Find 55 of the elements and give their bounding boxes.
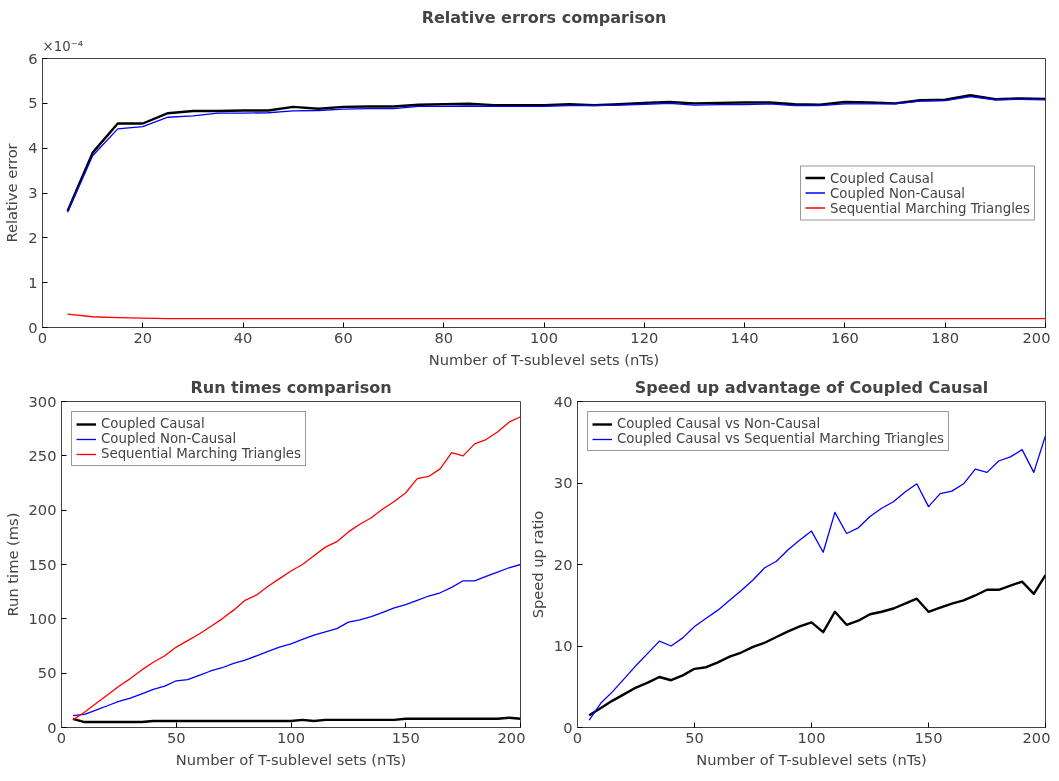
y-tick-label: 3 xyxy=(28,184,38,201)
x-tick-label: 100 xyxy=(530,328,558,346)
x-tick-label: 50 xyxy=(685,728,704,746)
legend-label: Coupled Non-Causal xyxy=(101,431,237,446)
x-tick-label: 60 xyxy=(334,328,353,346)
y-tick-label: 5 xyxy=(28,94,38,112)
chart-title: Speed up advantage of Coupled Causal xyxy=(634,377,989,397)
x-tick-label: 120 xyxy=(630,328,659,346)
line-series xyxy=(72,416,521,721)
y-tick-label: 10 xyxy=(553,637,573,654)
legend-label: Coupled Causal xyxy=(829,170,934,185)
y-axis-title: Run time (ms) xyxy=(3,512,21,617)
y-tick-label: 40 xyxy=(553,392,573,410)
legend-label: Sequential Marching Triangles xyxy=(829,200,1030,215)
x-tick-label: 200 xyxy=(1022,328,1051,346)
x-axis-title: Number of T-sublevel sets (nTs) xyxy=(428,350,660,368)
chart-title: Run times comparison xyxy=(190,377,392,397)
y-tick-label: 6 xyxy=(28,49,38,67)
y-tick-label: 20 xyxy=(553,555,573,573)
y-axis-title: Speed up ratio xyxy=(528,510,546,619)
y-tick-label: 4 xyxy=(28,139,38,157)
x-tick-label: 200 xyxy=(497,728,526,746)
x-tick-label: 40 xyxy=(233,328,253,346)
line-series xyxy=(588,573,1046,717)
y-tick-label: 150 xyxy=(28,555,57,573)
x-tick-label: 50 xyxy=(166,728,186,746)
legend-label: Coupled Causal vs Sequential Marching Triangles xyxy=(617,431,945,446)
x-tick-label: 20 xyxy=(133,328,153,346)
line-series xyxy=(72,563,521,717)
y-tick-label: 2 xyxy=(28,228,38,246)
y-tick-label: 200 xyxy=(28,501,57,519)
x-tick-label: 160 xyxy=(830,328,859,346)
x-tick-label: 140 xyxy=(730,328,759,346)
x-tick-label: 180 xyxy=(931,328,960,346)
legend-label: Coupled Non-Causal xyxy=(829,185,966,200)
chart-title: Relative errors comparison xyxy=(421,7,667,27)
legend-label: Coupled Causal xyxy=(101,416,205,431)
x-axis-title: Number of T-sublevel sets (nTs) xyxy=(696,750,927,768)
y-tick-label: 300 xyxy=(28,392,57,410)
y-tick-label: 100 xyxy=(28,609,57,627)
legend-label: Coupled Causal vs Non-Causal xyxy=(617,416,821,431)
legend-label: Sequential Marching Triangles xyxy=(101,446,302,461)
y-tick-label: 30 xyxy=(553,474,573,491)
x-tick-label: 80 xyxy=(434,328,454,346)
x-tick-label: 100 xyxy=(797,728,826,746)
y-tick-label: 250 xyxy=(28,446,57,464)
x-tick-label: 150 xyxy=(914,728,943,746)
y-tick-label: 1 xyxy=(28,273,38,291)
x-axis-title: Number of T-sublevel sets (nTs) xyxy=(175,750,407,768)
text: ×10⁻⁴ xyxy=(42,38,84,54)
x-tick-label: 150 xyxy=(391,728,420,746)
x-tick-label: 100 xyxy=(277,728,305,746)
y-axis-title: Relative error xyxy=(3,142,21,243)
y-tick-label: 50 xyxy=(37,664,57,682)
x-tick-label: 200 xyxy=(1022,728,1051,746)
